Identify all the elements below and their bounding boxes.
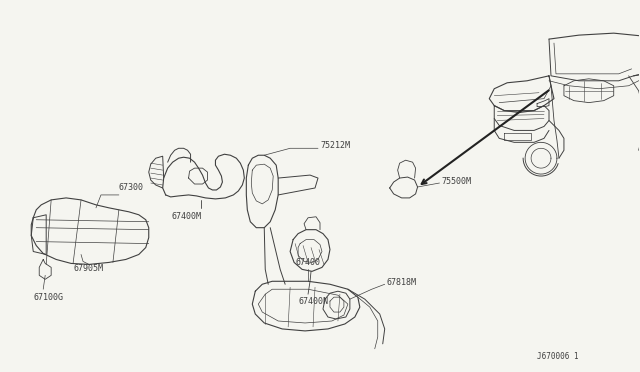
Text: 67905M: 67905M bbox=[73, 264, 103, 273]
Text: J670006 1: J670006 1 bbox=[537, 352, 579, 361]
Text: 67818M: 67818M bbox=[387, 278, 417, 287]
Text: 67400N: 67400N bbox=[298, 297, 328, 306]
Text: 67300: 67300 bbox=[119, 183, 144, 192]
Text: 67400: 67400 bbox=[295, 259, 320, 267]
Text: 75212M: 75212M bbox=[320, 141, 350, 150]
Text: 67100G: 67100G bbox=[33, 293, 63, 302]
Text: 75500M: 75500M bbox=[442, 177, 472, 186]
Text: 67400M: 67400M bbox=[172, 212, 202, 221]
